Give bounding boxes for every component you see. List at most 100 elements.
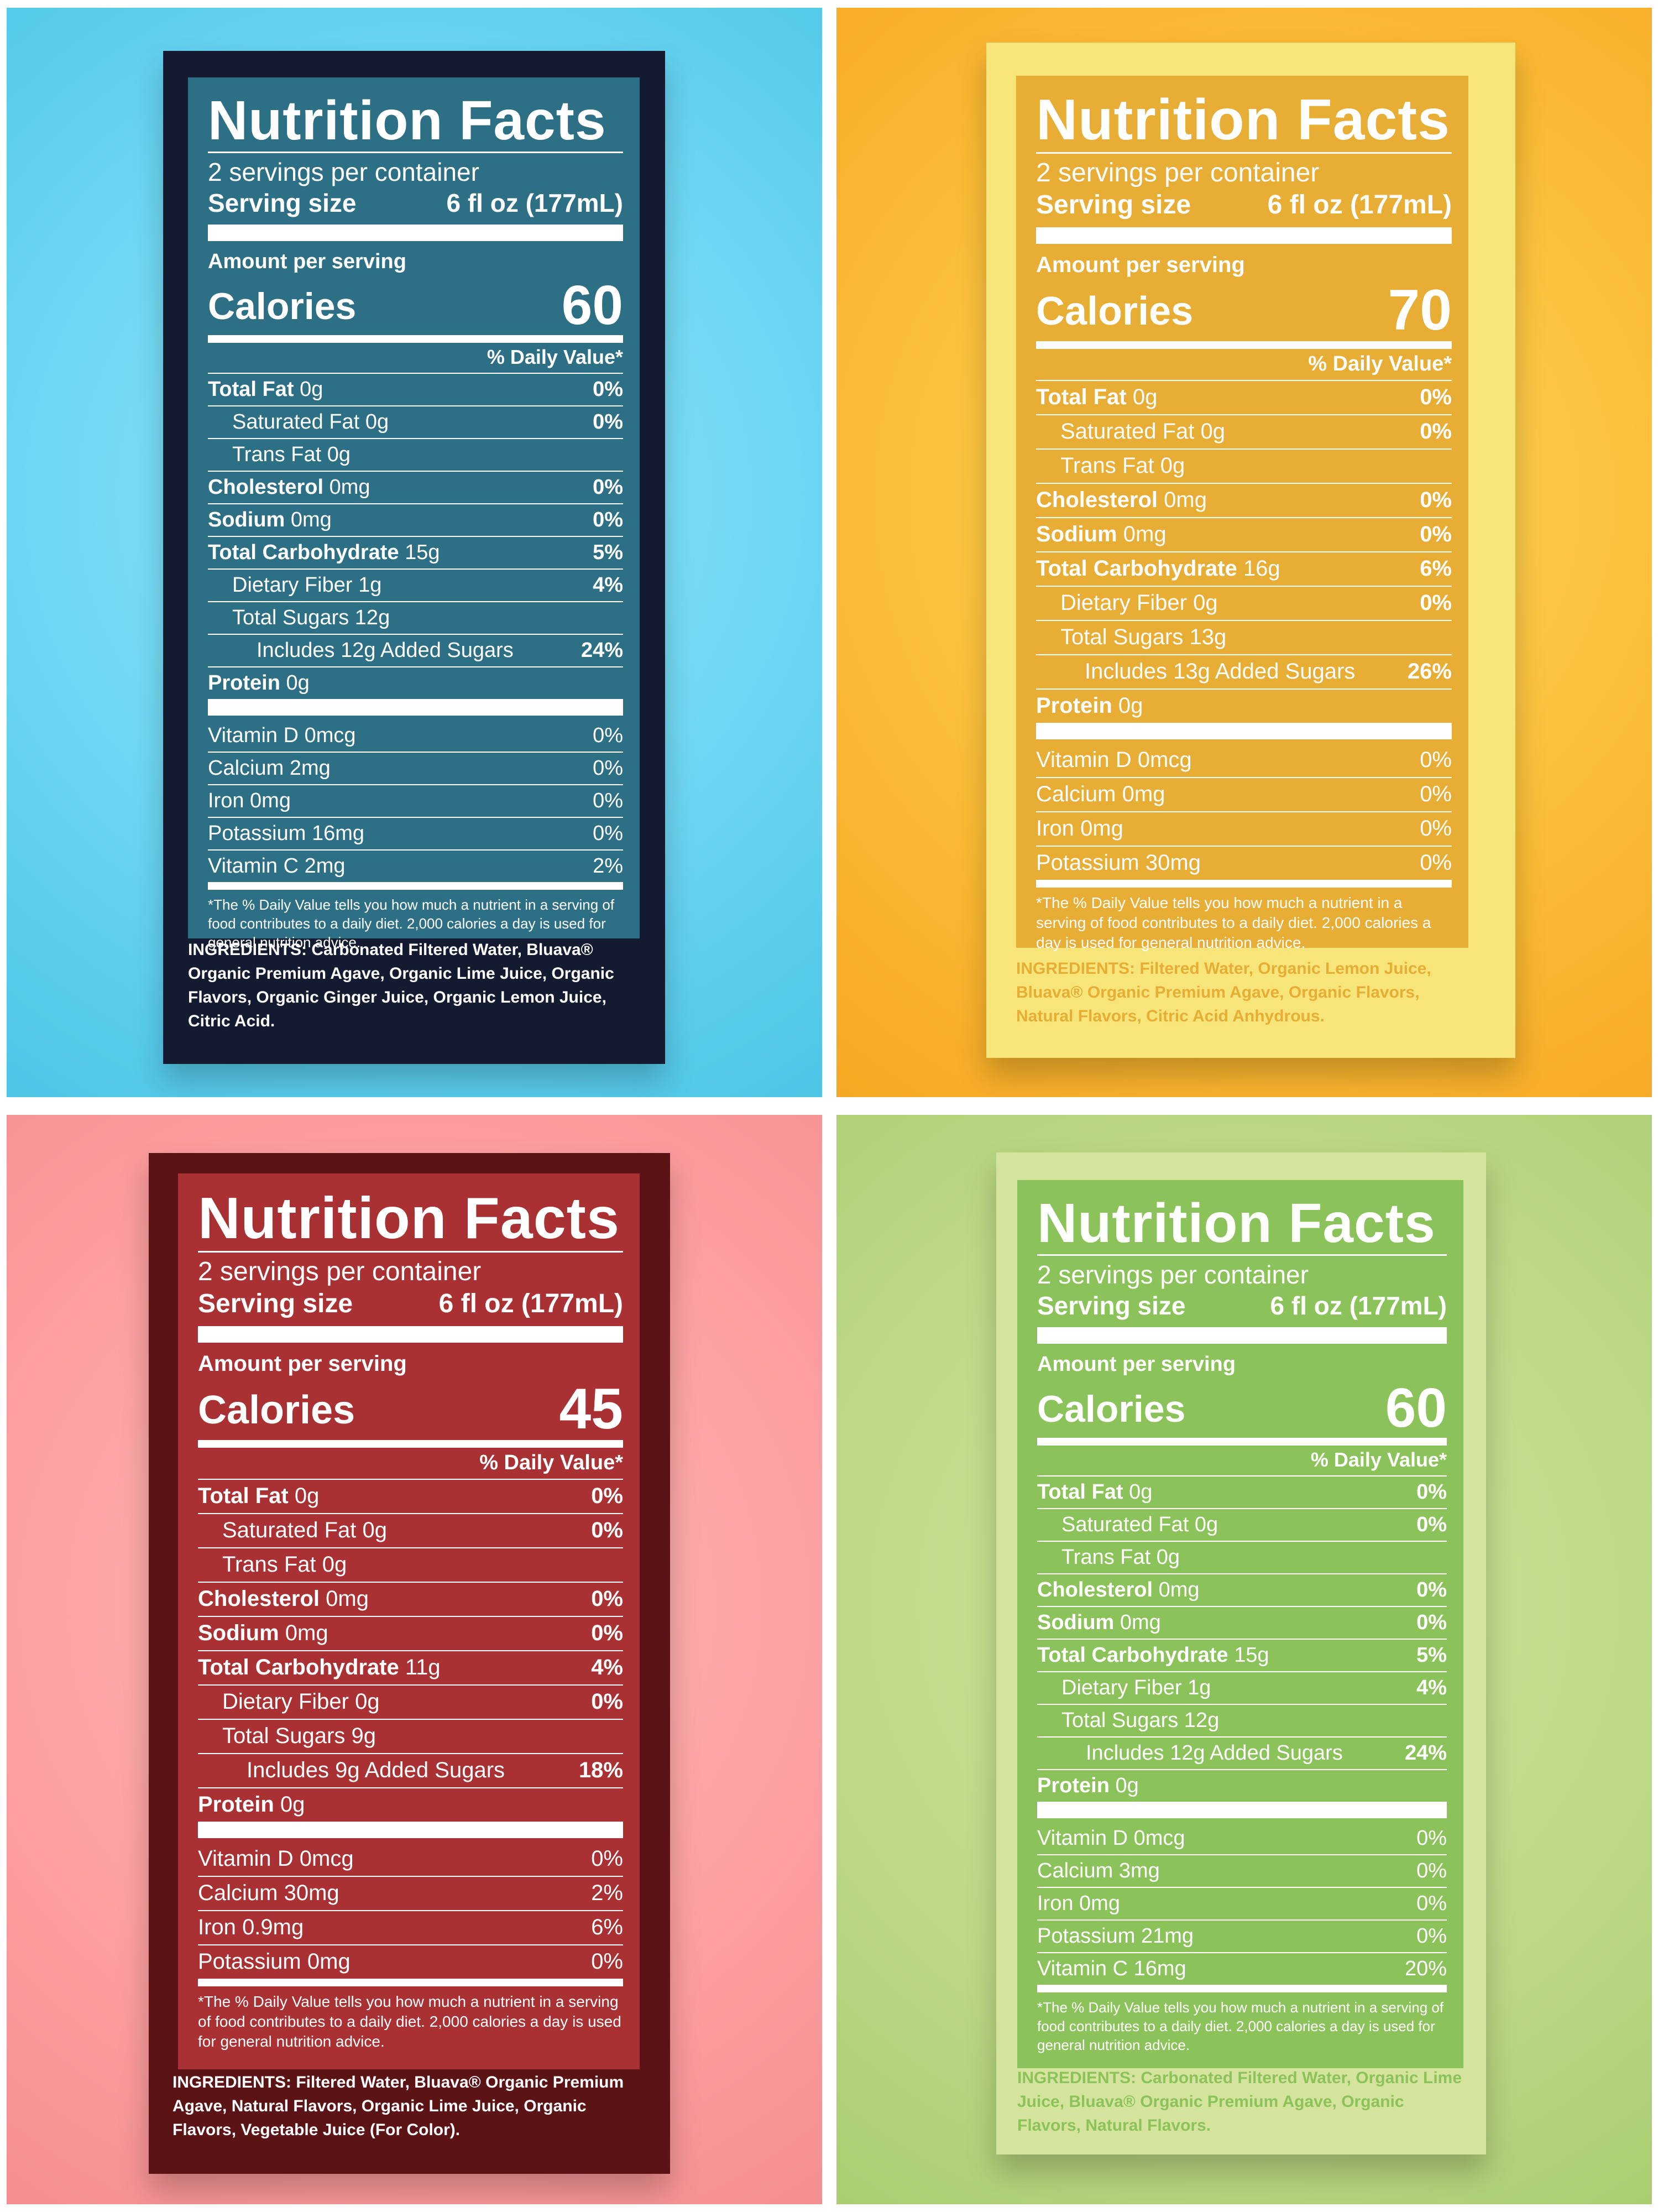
nutrient-spacer: [1158, 488, 1164, 512]
nutrient-name: Sodium: [198, 1621, 279, 1645]
row-divider: [208, 849, 623, 851]
nutrient-name: Total Fat: [208, 378, 294, 401]
vitamin-row: Calcium 0mg: [1036, 783, 1165, 805]
calories-value: 60: [1385, 1377, 1447, 1439]
nutrient-row: Protein 0g: [208, 672, 310, 693]
nutrient-spacer: [316, 1552, 322, 1577]
blue-panel-content: Nutrition Facts 2 servings per container S…: [208, 77, 623, 951]
vitamin-row: Calcium 30mg: [198, 1882, 339, 1904]
vitamin-row: Potassium 16mg: [208, 823, 364, 844]
vitamin-amount: 3mg: [1118, 1859, 1160, 1882]
nutrient-spacer: [274, 1792, 280, 1817]
nutrient-row: Total Sugars 13g: [1060, 626, 1226, 648]
red-ingredients: INGREDIENTS: Filtered Water, Bluava® Org…: [172, 2073, 624, 2139]
nutrient-amount: 0mg: [290, 508, 332, 531]
vitamin-row: Iron 0mg: [1037, 1893, 1120, 1914]
nutrient-spacer: [349, 606, 355, 629]
yellow-label-quadrant: Nutrition Facts 2 servings per container S…: [836, 8, 1652, 1097]
row-divider: [198, 1910, 623, 1911]
nutrient-name: Includes 13g Added Sugars: [1085, 659, 1356, 684]
row-divider: [208, 666, 623, 667]
green-label-quadrant: Nutrition Facts 2 servings per container S…: [836, 1115, 1652, 2204]
nutrient-spacer: [1114, 1611, 1120, 1634]
nutrient-spacer: [1127, 385, 1133, 409]
nutrient-row: Trans Fat 0g: [222, 1553, 347, 1575]
nutrient-spacer: [1187, 591, 1193, 615]
nutrient-spacer: [349, 1689, 355, 1714]
row-divider: [208, 784, 623, 785]
vitamin-row: Vitamin C 2mg: [208, 855, 346, 877]
nutrient-spacer: [399, 541, 405, 564]
nutrient-spacer: [1194, 419, 1200, 444]
nutrient-row: Dietary Fiber 0g: [222, 1691, 380, 1713]
vitamin-spacer: [1074, 816, 1080, 841]
nutrient-row: Total Fat 0g: [208, 379, 323, 400]
vitamin-daily-value: 0%: [1416, 1827, 1447, 1850]
row-divider: [198, 1787, 623, 1788]
nutrient-amount: 0g: [1193, 591, 1218, 615]
row-divider: [1036, 551, 1452, 552]
nutrient-row: Total Fat 0g: [1036, 386, 1157, 408]
nutrient-daily-value: 4%: [1416, 1676, 1447, 1699]
panel-title: Nutrition Facts: [1037, 1192, 1436, 1254]
nutrient-amount: 0g: [322, 1552, 347, 1577]
vitamin-amount: 2mg: [289, 757, 331, 780]
nutrient-row: Cholesterol 0mg: [1036, 489, 1207, 511]
nutrient-row: Cholesterol 0mg: [1037, 1579, 1200, 1600]
vitamin-spacer: [299, 724, 305, 747]
title-divider: [208, 152, 623, 153]
nutrient-spacer: [280, 671, 286, 695]
panel-title: Nutrition Facts: [1036, 88, 1450, 152]
row-divider: [208, 503, 623, 504]
nutrient-amount: 0g: [1200, 419, 1226, 444]
calories-value: 60: [561, 274, 623, 336]
nutrient-row: Dietary Fiber 1g: [232, 575, 381, 596]
vitamin-row: Iron 0mg: [1036, 817, 1123, 839]
row-divider: [1037, 1508, 1447, 1509]
serving-size-value: 6 fl oz (177mL): [446, 189, 623, 217]
row-divider: [1037, 1606, 1447, 1607]
nutrient-row: Trans Fat 0g: [1060, 455, 1185, 477]
vitamin-amount: 0mg: [1080, 816, 1123, 841]
nutrient-daily-value: 0%: [1420, 419, 1452, 444]
nutrient-amount: 0mg: [1164, 488, 1207, 512]
vitamin-name: Potassium: [1036, 851, 1139, 875]
vitamin-daily-value: 0%: [593, 724, 623, 747]
vitamin-name: Calcium: [1036, 782, 1116, 806]
row-divider: [198, 1479, 623, 1480]
nutrient-daily-value: 0%: [1416, 1513, 1447, 1536]
nutrient-spacer: [1123, 1480, 1129, 1504]
nutrient-row: Sodium 0mg: [1037, 1612, 1161, 1633]
vitamin-amount: 21mg: [1141, 1924, 1194, 1948]
nutrient-amount: 16g: [1243, 556, 1280, 581]
green-panel-content: Nutrition Facts 2 servings per container S…: [1037, 1180, 1447, 2068]
nutrient-spacer: [359, 410, 365, 434]
vitamin-divider: [1037, 1802, 1447, 1818]
nutrient-daily-value: 0%: [591, 1518, 623, 1542]
row-divider: [1036, 620, 1452, 621]
nutrient-amount: 0g: [1160, 453, 1185, 478]
vitamin-spacer: [306, 822, 312, 845]
nutrient-daily-value: 0%: [591, 1484, 623, 1508]
serving-size-label: Serving size: [1037, 1291, 1186, 1320]
calories-label: Calories: [1036, 289, 1194, 333]
vitamin-daily-value: 0%: [1420, 782, 1452, 806]
vitamin-daily-value: 0%: [1416, 1859, 1447, 1882]
nutrient-amount: 0g: [355, 1689, 380, 1714]
nutrient-name: Total Sugars: [222, 1724, 346, 1748]
vitamin-daily-value: 0%: [1420, 748, 1452, 772]
nutrient-daily-value: 0%: [593, 476, 623, 499]
nutrient-spacer: [1117, 522, 1123, 546]
medium-divider: [1036, 341, 1452, 349]
vitamin-name: Vitamin D: [1036, 748, 1132, 772]
daily-value-header: % Daily Value*: [479, 1451, 623, 1474]
daily-value-footnote: *The % Daily Value tells you how much a …: [1037, 1999, 1444, 2053]
nutrient-row: Dietary Fiber 0g: [1060, 592, 1218, 614]
nutrient-row: Includes 13g Added Sugars: [1085, 660, 1355, 682]
nutrient-name: Dietary Fiber: [1060, 591, 1187, 615]
row-divider: [1037, 1573, 1447, 1574]
nutrient-row: Includes 9g Added Sugars: [247, 1759, 505, 1781]
vitamin-daily-value: 0%: [1416, 1924, 1447, 1948]
nutrient-row: Saturated Fat 0g: [222, 1519, 387, 1541]
vitamin-daily-value: 0%: [1420, 851, 1452, 875]
